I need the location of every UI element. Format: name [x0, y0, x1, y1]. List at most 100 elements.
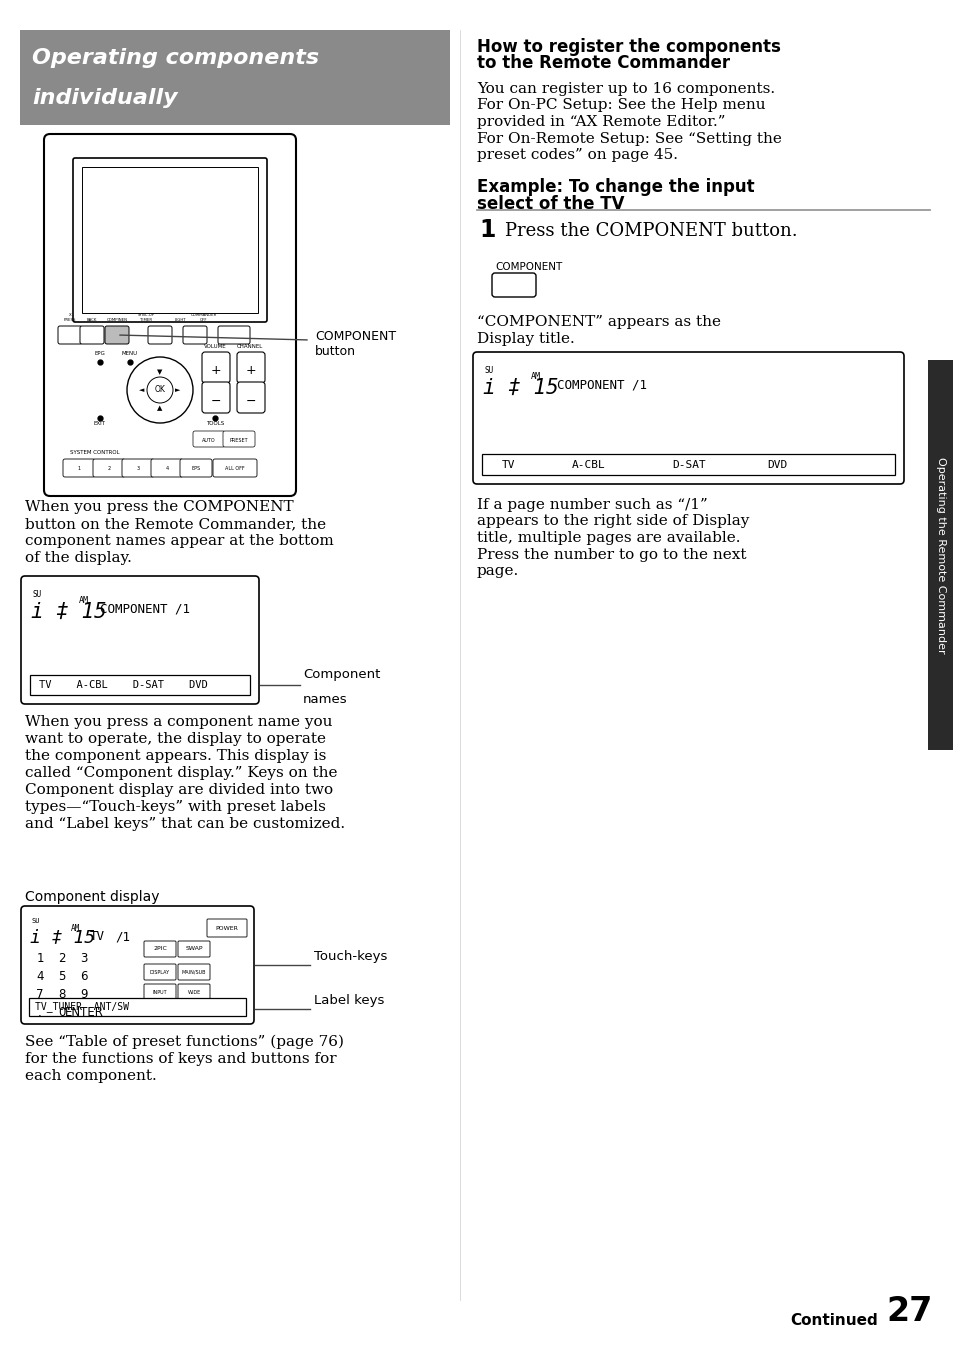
Text: Component display: Component display [25, 890, 159, 904]
Text: 2: 2 [108, 467, 111, 471]
Text: of the display.: of the display. [25, 551, 132, 565]
Text: i ‡ 15: i ‡ 15 [30, 928, 95, 946]
Text: For On-Remote Setup: See “Setting the: For On-Remote Setup: See “Setting the [476, 132, 781, 145]
Text: Touch-keys: Touch-keys [314, 950, 387, 963]
Text: 9: 9 [80, 988, 88, 1001]
Bar [30, 674, 250, 695]
Text: You can register up to 16 components.: You can register up to 16 components. [476, 81, 774, 96]
Text: D-SAT: D-SAT [671, 460, 705, 470]
FancyBboxPatch shape [180, 459, 212, 478]
Text: A-CBL: A-CBL [572, 460, 605, 470]
Text: +: + [211, 365, 221, 377]
FancyBboxPatch shape [223, 432, 254, 446]
Text: Component: Component [303, 668, 380, 681]
Text: each component.: each component. [25, 1069, 156, 1083]
Text: 27: 27 [886, 1295, 932, 1329]
FancyBboxPatch shape [492, 273, 536, 297]
Text: PRESET: PRESET [230, 437, 248, 442]
Text: .: . [38, 1007, 42, 1019]
FancyBboxPatch shape [144, 963, 175, 980]
Text: 2PIC: 2PIC [152, 946, 167, 951]
Text: COMPONENT /1: COMPONENT /1 [100, 603, 190, 615]
Text: COMPONENT: COMPONENT [495, 262, 561, 271]
Text: ▼: ▼ [157, 369, 163, 375]
Text: COMPONENT
button: COMPONENT button [314, 330, 395, 358]
Text: button on the Remote Commander, the: button on the Remote Commander, the [25, 517, 326, 531]
Text: SU: SU [484, 366, 494, 375]
Text: EXIT: EXIT [94, 421, 106, 426]
FancyBboxPatch shape [105, 326, 129, 345]
Bar [481, 455, 894, 475]
Text: Display title.: Display title. [476, 331, 574, 346]
FancyBboxPatch shape [63, 459, 95, 478]
Text: want to operate, the display to operate: want to operate, the display to operate [25, 731, 326, 746]
FancyBboxPatch shape [151, 459, 183, 478]
Text: SYNC-UP
TIMER: SYNC-UP TIMER [137, 313, 154, 322]
Text: SU: SU [33, 590, 42, 598]
Text: SWAP: SWAP [185, 946, 203, 951]
Text: and “Label keys” that can be customized.: and “Label keys” that can be customized. [25, 817, 345, 832]
Text: Example: To change the input: Example: To change the input [476, 178, 754, 195]
Text: VOLUME: VOLUME [204, 345, 226, 349]
Text: CHANNEL: CHANNEL [236, 345, 263, 349]
Text: provided in “AX Remote Editor.”: provided in “AX Remote Editor.” [476, 115, 724, 129]
Text: When you press the COMPONENT: When you press the COMPONENT [25, 499, 294, 514]
Text: ALL OFF: ALL OFF [225, 467, 245, 471]
Text: appears to the right side of Display: appears to the right side of Display [476, 514, 749, 528]
Text: 0: 0 [58, 1007, 66, 1019]
Text: names: names [303, 693, 347, 706]
Text: TV: TV [90, 930, 105, 943]
Text: Operating the Remote Commander: Operating the Remote Commander [935, 457, 945, 653]
Text: If a page number such as “/1”: If a page number such as “/1” [476, 498, 707, 512]
FancyBboxPatch shape [178, 940, 210, 957]
Text: LIGHT: LIGHT [174, 318, 186, 322]
Text: WIDE: WIDE [187, 989, 200, 995]
Text: i ‡ 15: i ‡ 15 [30, 603, 107, 622]
Text: ◄: ◄ [139, 387, 145, 394]
Text: 6: 6 [80, 970, 88, 984]
Text: COMMANDER
OFF: COMMANDER OFF [191, 313, 217, 322]
FancyBboxPatch shape [144, 940, 175, 957]
Text: AM: AM [531, 372, 540, 381]
Text: ►: ► [175, 387, 180, 394]
Text: 1: 1 [478, 218, 495, 242]
Text: i ‡ 15: i ‡ 15 [482, 379, 558, 398]
FancyBboxPatch shape [92, 459, 125, 478]
Text: See “Table of preset functions” (page 76): See “Table of preset functions” (page 76… [25, 1035, 344, 1049]
FancyBboxPatch shape [122, 459, 153, 478]
Text: page.: page. [476, 565, 518, 578]
FancyBboxPatch shape [80, 326, 104, 345]
FancyBboxPatch shape [218, 326, 250, 345]
Text: POWER: POWER [215, 925, 238, 931]
Text: for the functions of keys and buttons for: for the functions of keys and buttons fo… [25, 1052, 336, 1067]
Bar [927, 360, 953, 750]
FancyBboxPatch shape [213, 459, 256, 478]
Text: For On-PC Setup: See the Help menu: For On-PC Setup: See the Help menu [476, 99, 765, 113]
Text: AM: AM [79, 596, 89, 605]
Text: DISPLAY: DISPLAY [150, 969, 170, 974]
Text: When you press a component name you: When you press a component name you [25, 715, 333, 729]
Text: Operating components: Operating components [32, 47, 319, 68]
Text: title, multiple pages are available.: title, multiple pages are available. [476, 531, 740, 546]
Text: MAIN/SUB: MAIN/SUB [182, 969, 206, 974]
Text: 1: 1 [36, 953, 44, 965]
Text: BACK: BACK [87, 318, 97, 322]
FancyBboxPatch shape [202, 383, 230, 413]
Text: DVD: DVD [766, 460, 786, 470]
Text: to the Remote Commander: to the Remote Commander [476, 54, 729, 72]
Text: Component display are divided into two: Component display are divided into two [25, 783, 333, 797]
Bar [29, 997, 246, 1016]
Text: Press the number to go to the next: Press the number to go to the next [476, 547, 745, 562]
Text: TV    A-CBL    D-SAT    DVD: TV A-CBL D-SAT DVD [39, 680, 208, 689]
FancyBboxPatch shape [148, 326, 172, 345]
Text: EPS: EPS [192, 467, 200, 471]
Text: 3: 3 [136, 467, 139, 471]
FancyBboxPatch shape [21, 575, 258, 704]
Text: Continued: Continued [789, 1314, 877, 1329]
Text: EPG: EPG [94, 351, 106, 356]
FancyBboxPatch shape [202, 351, 230, 383]
Text: COMPONENT /1: COMPONENT /1 [557, 379, 646, 391]
Text: select of the TV: select of the TV [476, 195, 624, 213]
Text: 2: 2 [58, 953, 66, 965]
Text: INPUT: INPUT [152, 989, 167, 995]
